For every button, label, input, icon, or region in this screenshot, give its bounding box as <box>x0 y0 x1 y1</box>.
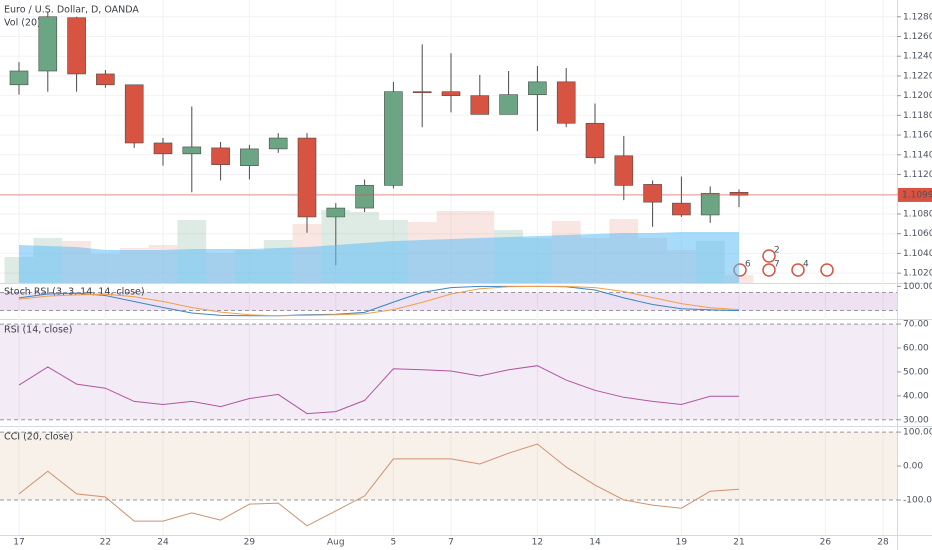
y-tick-label: 30.00 <box>903 415 929 425</box>
candle-body <box>153 142 173 155</box>
indicator-line <box>18 443 740 527</box>
candle-body <box>499 94 518 115</box>
x-tick-label: 7 <box>448 538 454 548</box>
candle-body <box>326 207 346 218</box>
candle-body <box>38 16 58 72</box>
candle-body <box>297 137 317 218</box>
y-tick-label: 50.00 <box>903 367 929 377</box>
pane-title: CCI (20, close) <box>4 432 73 443</box>
candle-body <box>700 192 720 216</box>
y-tick-label: -100.00 <box>903 496 932 506</box>
x-tick-label: 12 <box>532 538 543 548</box>
y-tick-label: 100.00 <box>903 428 932 438</box>
indicator-band <box>0 432 897 501</box>
event-count: 4 <box>803 260 809 270</box>
indicator-line <box>18 285 740 317</box>
x-tick-label: 26 <box>820 538 832 548</box>
candle-body <box>182 146 202 155</box>
candle-body <box>96 73 115 86</box>
event-count: 6 <box>745 260 751 270</box>
candle-body <box>470 95 490 115</box>
candle-body <box>441 91 461 96</box>
x-tick-label: 29 <box>244 538 256 548</box>
y-tick-label: 60.00 <box>903 343 929 353</box>
candle-body <box>9 70 29 86</box>
x-tick-label: 17 <box>13 538 24 548</box>
y-tick-label: 1.11400 <box>903 150 932 160</box>
y-tick-label: 1.12400 <box>903 52 932 62</box>
candle-body <box>67 17 86 75</box>
candle-body <box>643 184 662 203</box>
event-icon <box>762 249 776 263</box>
candle-body <box>268 137 288 150</box>
candle-body <box>556 81 576 124</box>
x-tick-label: 24 <box>157 538 169 548</box>
event-icon <box>762 263 776 277</box>
x-tick-label: 19 <box>676 538 688 548</box>
last-price-box <box>898 187 932 202</box>
candle-body <box>355 185 374 209</box>
candle-body <box>211 147 230 165</box>
last-price-label: 1.10993 <box>902 190 932 200</box>
y-tick-label: 0.00 <box>903 462 923 472</box>
candle-body <box>528 81 547 95</box>
candle-body <box>124 84 144 144</box>
pane-title: Vol (20) <box>4 18 41 29</box>
candle-body <box>412 91 432 94</box>
x-tick-label: 22 <box>100 538 111 548</box>
event-count: 2 <box>774 246 780 256</box>
indicator-line <box>18 365 739 415</box>
y-tick-label: 1.12200 <box>903 71 932 81</box>
x-tick-label: 14 <box>589 538 601 548</box>
candle-body <box>614 155 634 186</box>
y-tick-label: 100.00 <box>903 282 932 292</box>
x-tick-label: 28 <box>877 538 889 548</box>
y-tick-label: 1.11200 <box>903 170 932 180</box>
pane-title: Stoch RSI (3, 3, 14, 14, close) <box>4 287 145 298</box>
candle-body <box>240 148 259 166</box>
candle-body <box>672 202 691 216</box>
pane-title: Euro / U.S. Dollar, D, OANDA <box>4 5 139 16</box>
y-tick-label: 1.11600 <box>903 131 932 141</box>
y-tick-label: 1.12000 <box>903 91 932 101</box>
x-tick-label: 5 <box>391 538 397 548</box>
volume-ma-area <box>19 232 739 283</box>
event-count: 7 <box>774 260 780 270</box>
event-icon <box>820 263 834 277</box>
indicator-line <box>18 285 740 317</box>
y-tick-label: 70.00 <box>903 320 929 330</box>
candle-body <box>384 91 403 186</box>
indicator-band <box>0 324 897 420</box>
y-tick-label: 1.10400 <box>903 249 932 259</box>
event-icon <box>791 263 805 277</box>
y-tick-label: 1.11800 <box>903 111 932 121</box>
y-tick-label: 1.10200 <box>903 269 932 279</box>
pane-title: RSI (14, close) <box>4 325 72 336</box>
y-tick-label: 1.10600 <box>903 229 932 239</box>
candle-body <box>585 122 605 159</box>
y-tick-label: 40.00 <box>903 391 929 401</box>
x-tick-label: 21 <box>733 538 744 548</box>
y-tick-label: 1.12600 <box>903 32 932 42</box>
y-tick-label: 1.10800 <box>903 209 932 219</box>
indicator-band <box>0 292 897 311</box>
x-tick-label: Aug <box>327 538 345 548</box>
y-tick-label: 1.12800 <box>903 12 932 22</box>
